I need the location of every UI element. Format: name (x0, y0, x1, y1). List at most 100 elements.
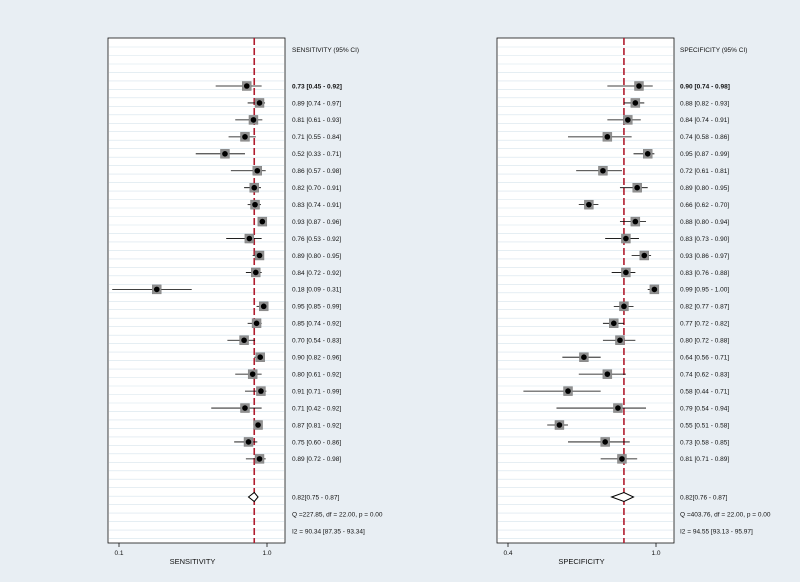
specificity-point-estimate (586, 201, 592, 208)
sensitivity-study-label: 0.90 [0.82 - 0.96] (292, 355, 341, 362)
sensitivity-heterogeneity-stat: I2 = 90.34 [87.35 - 93.34] (292, 528, 365, 535)
specificity-point-estimate (610, 320, 617, 327)
sensitivity-point-estimate (249, 371, 256, 377)
sensitivity-point-estimate (252, 201, 258, 208)
sensitivity-study-label: 0.95 [0.85 - 0.99] (292, 304, 341, 311)
specificity-study-label: 0.99 [0.95 - 1.00] (680, 287, 729, 294)
specificity-study-label: 0.88 [0.82 - 0.93] (680, 100, 729, 107)
sensitivity-study-label: 0.71 [0.42 - 0.92] (292, 405, 341, 412)
sensitivity-point-estimate (252, 269, 259, 276)
sensitivity-study-label: 0.91 [0.71 - 0.99] (292, 388, 341, 395)
specificity-point-estimate (619, 456, 625, 462)
sensitivity-point-estimate (242, 134, 248, 140)
specificity-plot-area (496, 37, 675, 544)
specificity-study-label: 0.79 [0.54 - 0.94] (680, 405, 729, 412)
sensitivity-study-label: 0.82 [0.70 - 0.91] (292, 185, 341, 192)
sensitivity-study-label: 0.73 [0.45 - 0.92] (292, 83, 342, 90)
specificity-study-label: 0.82 [0.77 - 0.87] (680, 304, 729, 311)
specificity-study-label: 0.83 [0.73 - 0.90] (680, 236, 729, 243)
specificity-study-label: 0.77 [0.72 - 0.82] (680, 321, 729, 328)
specificity-heterogeneity-stat: I2 = 94.55 [93.13 - 95.97] (680, 528, 753, 535)
sensitivity-point-estimate (243, 83, 250, 89)
specificity-point-estimate (604, 134, 611, 140)
sensitivity-point-estimate (245, 439, 252, 445)
sensitivity-study-label: 0.89 [0.72 - 0.98] (292, 456, 341, 463)
sensitivity-x-axis-title: SENSITIVITY (170, 557, 216, 566)
sensitivity-summary-diamond (247, 491, 259, 503)
sensitivity-study-label: 0.81 [0.61 - 0.93] (292, 117, 341, 124)
sensitivity-point-estimate (256, 252, 263, 259)
sensitivity-point-estimate (242, 405, 248, 411)
sensitivity-study-label: 0.85 [0.74 - 0.92] (292, 321, 341, 328)
specificity-x-axis-title: SPECIFICITY (558, 557, 604, 566)
specificity-point-estimate (641, 252, 648, 259)
sensitivity-point-estimate (256, 456, 263, 462)
specificity-point-estimate (617, 337, 623, 344)
specificity-study-label: 0.66 [0.62 - 0.70] (680, 202, 729, 209)
specificity-point-estimate (625, 117, 631, 123)
specificity-column-header: SPECIFICITY (95% CI) (680, 47, 747, 54)
specificity-point-estimate (602, 439, 608, 445)
sensitivity-column-header: SENSITIVITY (95% CI) (292, 47, 359, 54)
specificity-point-estimate (644, 151, 651, 157)
sensitivity-study-label: 0.71 [0.55 - 0.84] (292, 134, 341, 141)
specificity-study-label: 0.64 [0.56 - 0.71] (680, 355, 729, 362)
specificity-point-estimate (632, 218, 639, 225)
sensitivity-point-estimate (257, 354, 264, 361)
sensitivity-summary-label: 0.82[0.75 - 0.87] (292, 494, 340, 501)
specificity-summary-label: 0.82[0.76 - 0.87] (680, 494, 728, 501)
specificity-study-label: 0.89 [0.80 - 0.95] (680, 185, 729, 192)
specificity-point-estimate (600, 167, 606, 174)
sensitivity-point-estimate (250, 117, 257, 123)
sensitivity-study-label: 0.84 [0.72 - 0.92] (292, 270, 341, 277)
specificity-study-label: 0.90 [0.74 - 0.98] (680, 83, 730, 90)
specificity-point-estimate (634, 184, 640, 191)
sensitivity-plot-area (107, 37, 286, 544)
specificity-study-label: 0.74 [0.62 - 0.83] (680, 371, 729, 378)
specificity-study-label: 0.74 [0.58 - 0.86] (680, 134, 729, 141)
specificity-study-label: 0.55 [0.51 - 0.58] (680, 422, 729, 429)
specificity-summary-diamond (610, 491, 635, 503)
specificity-study-label: 0.84 [0.74 - 0.91] (680, 117, 729, 124)
specificity-point-estimate (565, 388, 571, 394)
sensitivity-study-label: 0.87 [0.81 - 0.92] (292, 422, 341, 429)
sensitivity-study-label: 0.75 [0.60 - 0.86] (292, 439, 341, 446)
specificity-study-label: 0.80 [0.72 - 0.88] (680, 338, 729, 345)
specificity-study-label: 0.95 [0.87 - 0.99] (680, 151, 729, 158)
sensitivity-forest-panel: SENSITIVITY (95% CI) 0.73 [0.45 - 0.92] 0.… (107, 37, 383, 566)
sensitivity-study-label: 0.70 [0.54 - 0.83] (292, 338, 341, 345)
specificity-point-estimate (581, 354, 587, 361)
sensitivity-point-estimate (260, 303, 267, 310)
sensitivity-study-label: 0.18 [0.09 - 0.31] (292, 287, 341, 294)
sensitivity-point-estimate (254, 167, 261, 174)
sensitivity-point-estimate (256, 100, 263, 106)
sensitivity-point-estimate (246, 235, 253, 242)
sensitivity-study-label: 0.52 [0.33 - 0.71] (292, 151, 341, 158)
specificity-point-estimate (623, 235, 629, 242)
specificity-point-estimate (632, 100, 639, 106)
specificity-point-estimate (636, 83, 642, 89)
specificity-point-estimate (623, 269, 629, 276)
specificity-point-estimate (651, 286, 658, 293)
specificity-study-label: 0.88 [0.80 - 0.94] (680, 219, 729, 226)
sensitivity-study-label: 0.80 [0.61 - 0.92] (292, 371, 341, 378)
specificity-forest-panel: SPECIFICITY (95% CI) 0.90 [0.74 - 0.98] 0.… (496, 37, 771, 566)
specificity-study-label: 0.93 [0.86 - 0.97] (680, 253, 729, 260)
sensitivity-point-estimate (255, 422, 261, 428)
specificity-point-estimate (621, 303, 627, 310)
sensitivity-x-tick-label: 1.0 (262, 550, 271, 557)
sensitivity-study-label: 0.89 [0.80 - 0.95] (292, 253, 341, 260)
sensitivity-study-label: 0.76 [0.53 - 0.92] (292, 236, 341, 243)
sensitivity-study-label: 0.83 [0.74 - 0.91] (292, 202, 341, 209)
sensitivity-point-estimate (241, 337, 247, 344)
specificity-heterogeneity-stat: Q =403.76, df = 22.00, p = 0.00 (680, 511, 771, 518)
specificity-point-estimate (604, 371, 611, 377)
sensitivity-study-label: 0.89 [0.74 - 0.97] (292, 100, 341, 107)
specificity-point-estimate (615, 405, 621, 411)
specificity-study-label: 0.81 [0.71 - 0.89] (680, 456, 729, 463)
sensitivity-point-estimate (253, 320, 260, 327)
sensitivity-study-label: 0.86 [0.57 - 0.98] (292, 168, 341, 175)
specificity-study-label: 0.83 [0.76 - 0.88] (680, 270, 729, 277)
specificity-study-label: 0.72 [0.61 - 0.81] (680, 168, 729, 175)
